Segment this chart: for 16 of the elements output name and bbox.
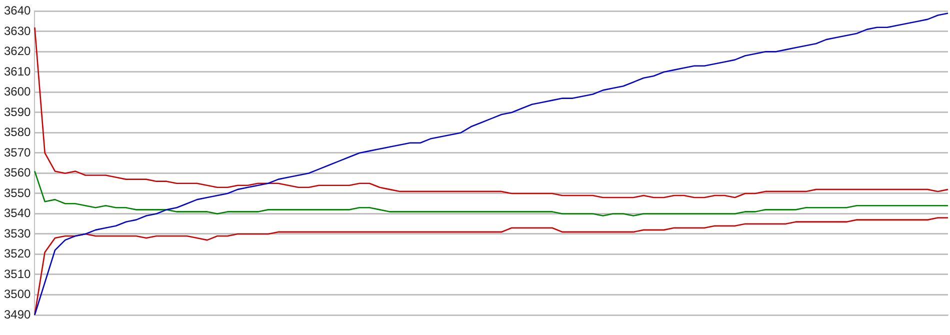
y-tick-label: 3610	[4, 64, 32, 78]
y-tick-label: 3620	[4, 44, 32, 58]
y-tick-label: 3500	[4, 287, 32, 302]
y-tick-label: 3520	[4, 246, 32, 261]
y-tick-label: 3560	[4, 166, 32, 180]
y-tick-label: 3630	[4, 24, 32, 38]
y-tick-label: 3530	[4, 226, 32, 240]
y-tick-label: 3570	[4, 145, 32, 160]
y-tick-label: 3550	[4, 186, 32, 200]
y-tick-label: 3540	[4, 206, 32, 220]
y-tick-label: 3600	[4, 84, 32, 99]
y-tick-label: 3490	[4, 307, 32, 322]
y-tick-label: 3640	[4, 4, 32, 18]
y-tick-label: 3510	[4, 266, 32, 281]
y-tick-label: 3590	[4, 104, 32, 119]
y-tick-label: 3580	[4, 125, 32, 140]
